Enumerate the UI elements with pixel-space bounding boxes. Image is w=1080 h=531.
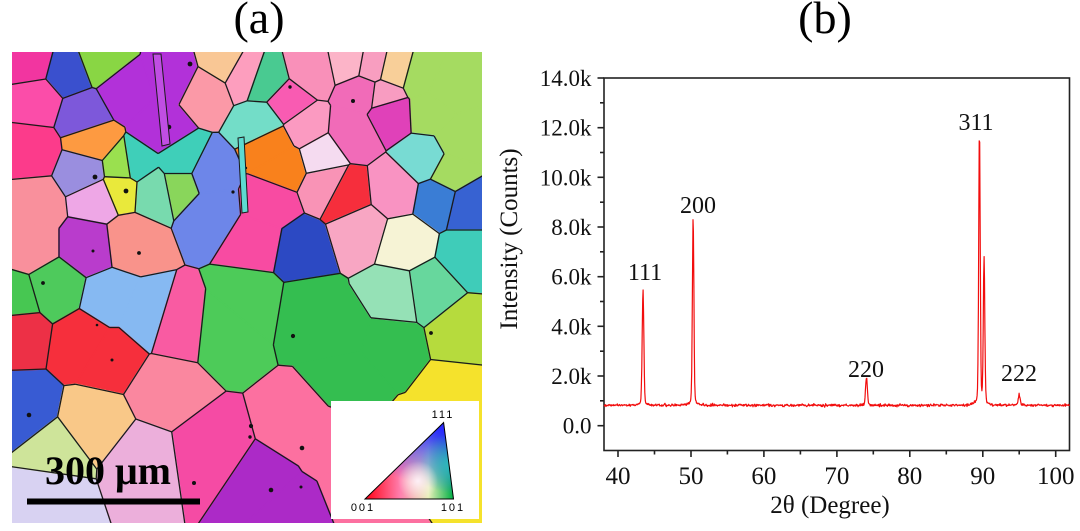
svg-text:200: 200: [680, 193, 716, 219]
svg-text:14.0k: 14.0k: [540, 66, 592, 91]
svg-text:Intensity (Counts): Intensity (Counts): [496, 148, 523, 329]
svg-text:6.0k: 6.0k: [551, 265, 592, 290]
svg-text:111: 111: [432, 409, 455, 421]
svg-text:(b): (b): [798, 0, 852, 43]
svg-text:80: 80: [897, 463, 922, 490]
svg-text:40: 40: [606, 463, 631, 490]
svg-text:8.0k: 8.0k: [551, 215, 592, 240]
svg-text:10.0k: 10.0k: [540, 165, 592, 190]
svg-text:101: 101: [441, 502, 465, 514]
svg-text:50: 50: [679, 463, 704, 490]
svg-text:90: 90: [970, 463, 995, 490]
svg-text:001: 001: [351, 502, 375, 514]
svg-text:60: 60: [751, 463, 776, 490]
svg-text:2.0k: 2.0k: [551, 364, 592, 389]
svg-text:300 μm: 300 μm: [45, 448, 171, 493]
svg-text:100: 100: [1037, 463, 1075, 490]
svg-text:4.0k: 4.0k: [551, 314, 592, 339]
svg-text:(a): (a): [233, 0, 284, 43]
svg-text:70: 70: [824, 463, 849, 490]
svg-text:111: 111: [628, 260, 662, 286]
svg-text:2θ (Degree): 2θ (Degree): [770, 492, 890, 519]
svg-text:222: 222: [1001, 361, 1037, 387]
svg-text:12.0k: 12.0k: [540, 116, 592, 141]
svg-text:0.0: 0.0: [563, 414, 592, 439]
svg-text:311: 311: [958, 110, 993, 136]
